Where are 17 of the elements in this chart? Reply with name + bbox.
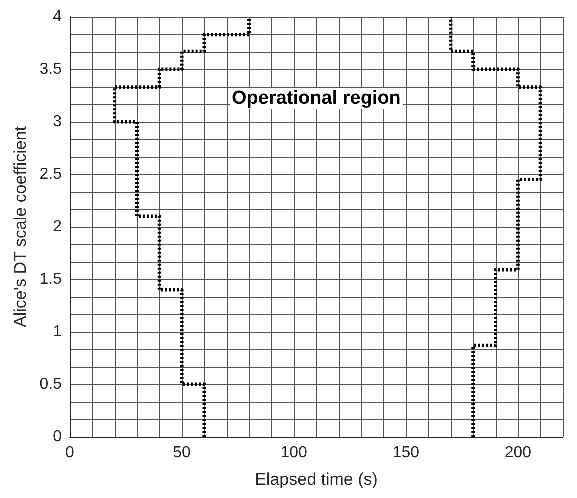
y-axis-title: Alice's DT scale coefficient — [10, 126, 30, 328]
y-tick-label: 3 — [53, 114, 62, 130]
annotation: Operational region — [232, 88, 401, 109]
x-tick-label: 0 — [66, 444, 75, 462]
x-axis-title: Elapsed time (s) — [255, 470, 378, 489]
y-tick-label: 1.5 — [40, 271, 62, 288]
x-tick-label: 100 — [280, 444, 308, 462]
y-tick-label: 1 — [53, 324, 62, 340]
y-tick-label: 2.5 — [40, 166, 62, 183]
y-tick-label: 0.5 — [40, 376, 62, 393]
y-tick-label: 2 — [53, 218, 62, 236]
x-tick-label: 50 — [173, 444, 192, 462]
x-tick-label: 200 — [504, 444, 532, 462]
y-tick-label: 0 — [53, 428, 62, 446]
y-tick-label: 3.5 — [40, 61, 62, 78]
y-tick-label: 4 — [53, 8, 62, 26]
x-tick-label: 150 — [392, 444, 420, 462]
